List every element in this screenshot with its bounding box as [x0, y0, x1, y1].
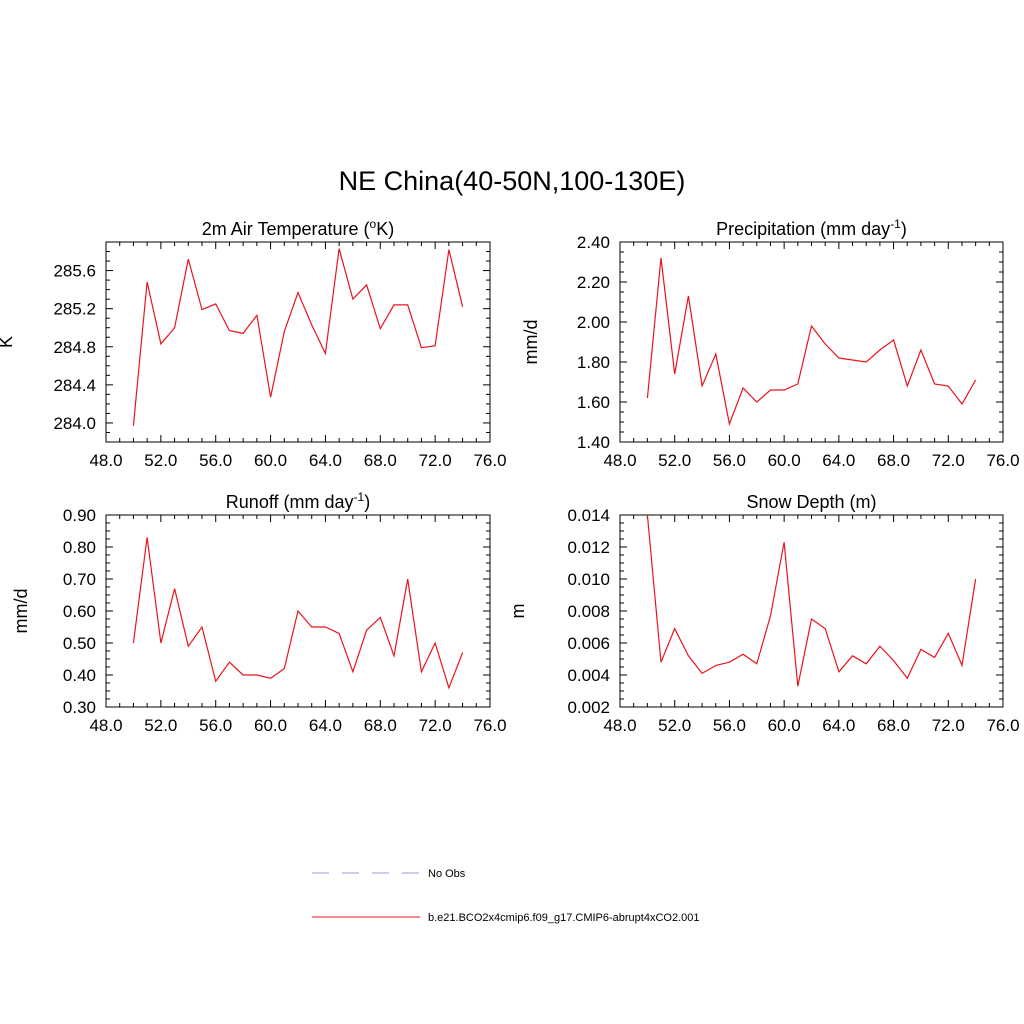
panel-title-main: Runoff (mm day — [226, 492, 354, 512]
x-tick-label: 60.0 — [254, 716, 287, 735]
x-tick-label: 72.0 — [419, 451, 452, 470]
series-line — [646, 257, 977, 427]
x-tick-label: 76.0 — [986, 451, 1019, 470]
x-tick-label: 64.0 — [822, 716, 855, 735]
y-axis-label: K — [0, 336, 16, 348]
legend: No Obs b.e21.BCO2x4cmip6.f09_g17.CMIP6-ab… — [312, 868, 700, 924]
y-tick-label: 1.80 — [577, 353, 610, 372]
y-tick-label: 284.8 — [53, 338, 96, 357]
y-tick-label: 0.50 — [63, 634, 96, 653]
x-tick-label: 60.0 — [254, 451, 287, 470]
y-tick-label: 2.00 — [577, 313, 610, 332]
y-tick-label: 0.010 — [567, 570, 610, 589]
x-tick-label: 56.0 — [713, 716, 746, 735]
series-line — [132, 248, 464, 426]
x-tick-label: 64.0 — [309, 451, 342, 470]
y-tick-label: 0.90 — [63, 506, 96, 525]
panel-title-suffix: ) — [901, 219, 907, 239]
y-tick-label: 0.006 — [567, 634, 610, 653]
series-line — [132, 537, 464, 690]
x-tick-label: 52.0 — [144, 716, 177, 735]
x-tick-label: 72.0 — [419, 716, 452, 735]
x-tick-label: 52.0 — [658, 716, 691, 735]
x-tick-label: 56.0 — [199, 451, 232, 470]
x-tick-label: 64.0 — [309, 716, 342, 735]
panel-title-main: Snow Depth (m) — [746, 492, 876, 512]
figure-title: NE China(40-50N,100-130E) — [338, 166, 686, 196]
y-tick-label: 0.30 — [63, 698, 96, 717]
panel-title-superscript: -1 — [354, 490, 365, 504]
y-tick-label: 1.60 — [577, 393, 610, 412]
x-tick-label: 68.0 — [877, 716, 910, 735]
x-tick-label: 68.0 — [877, 451, 910, 470]
x-tick-label: 52.0 — [658, 451, 691, 470]
y-tick-label: 1.40 — [577, 433, 610, 452]
y-axis-label: mm/d — [11, 589, 31, 634]
y-axis-label: m — [508, 604, 528, 619]
y-tick-label: 284.0 — [53, 414, 96, 433]
y-tick-label: 0.004 — [567, 666, 610, 685]
y-tick-label: 0.60 — [63, 602, 96, 621]
x-tick-label: 76.0 — [986, 716, 1019, 735]
y-axis-label: mm/d — [521, 320, 541, 365]
y-tick-label: 284.4 — [53, 376, 96, 395]
legend-label: No Obs — [428, 868, 466, 880]
x-tick-label: 52.0 — [144, 451, 177, 470]
y-tick-label: 0.70 — [63, 570, 96, 589]
x-tick-label: 68.0 — [364, 451, 397, 470]
x-tick-label: 68.0 — [364, 716, 397, 735]
y-tick-label: 0.40 — [63, 666, 96, 685]
y-tick-label: 0.014 — [567, 506, 610, 525]
panel-title: Snow Depth (m) — [746, 492, 876, 512]
panel-title-suffix: K) — [376, 219, 394, 239]
x-tick-label: 48.0 — [89, 451, 122, 470]
x-tick-label: 48.0 — [603, 716, 636, 735]
panel-title: 2m Air Temperature (oK) — [202, 217, 394, 239]
x-tick-label: 72.0 — [932, 716, 965, 735]
plot-frame — [619, 241, 1004, 443]
panel-runoff: 48.0 52.0 56.0 60.0 64.0 68.0 72.0 76.0 0.30 0.40… — [11, 490, 507, 735]
panel-title: Runoff (mm day-1) — [226, 490, 370, 512]
x-tick-label: 60.0 — [768, 451, 801, 470]
panel-air-temperature: 48.0 52.0 56.0 60.0 64.0 68.0 72.0 76.0 284.0 284… — [0, 217, 507, 470]
panel-title-main: 2m Air Temperature ( — [202, 219, 370, 239]
panel-title-superscript: -1 — [890, 217, 901, 231]
plot-frame — [619, 514, 1004, 708]
y-tick-label: 0.012 — [567, 538, 610, 557]
panel-snow-depth: 48.0 52.0 56.0 60.0 64.0 68.0 72.0 76.0 0.002 0.0… — [508, 492, 1020, 735]
panel-precipitation: 48.0 52.0 56.0 60.0 64.0 68.0 72.0 76.0 1.40 1.60… — [521, 217, 1020, 470]
y-tick-label: 0.002 — [567, 698, 610, 717]
y-tick-label: 2.20 — [577, 273, 610, 292]
y-tick-label: 285.6 — [53, 262, 96, 281]
x-tick-label: 76.0 — [473, 716, 506, 735]
x-tick-label: 60.0 — [768, 716, 801, 735]
x-tick-label: 48.0 — [89, 716, 122, 735]
x-tick-label: 72.0 — [932, 451, 965, 470]
y-tick-label: 285.2 — [53, 300, 96, 319]
plot-frame — [105, 241, 491, 443]
series-line — [646, 514, 977, 687]
panel-title-main: Precipitation (mm day — [716, 219, 890, 239]
y-tick-label: 2.40 — [577, 233, 610, 252]
x-tick-label: 64.0 — [822, 451, 855, 470]
x-tick-label: 48.0 — [603, 451, 636, 470]
legend-label: b.e21.BCO2x4cmip6.f09_g17.CMIP6-abrupt4x… — [428, 912, 700, 924]
x-tick-label: 56.0 — [713, 451, 746, 470]
x-tick-label: 76.0 — [473, 451, 506, 470]
y-tick-label: 0.008 — [567, 602, 610, 621]
panel-title-superscript: o — [370, 217, 377, 231]
panel-title: Precipitation (mm day-1) — [716, 217, 907, 239]
panel-title-suffix: ) — [364, 492, 370, 512]
x-tick-label: 56.0 — [199, 716, 232, 735]
y-tick-label: 0.80 — [63, 538, 96, 557]
